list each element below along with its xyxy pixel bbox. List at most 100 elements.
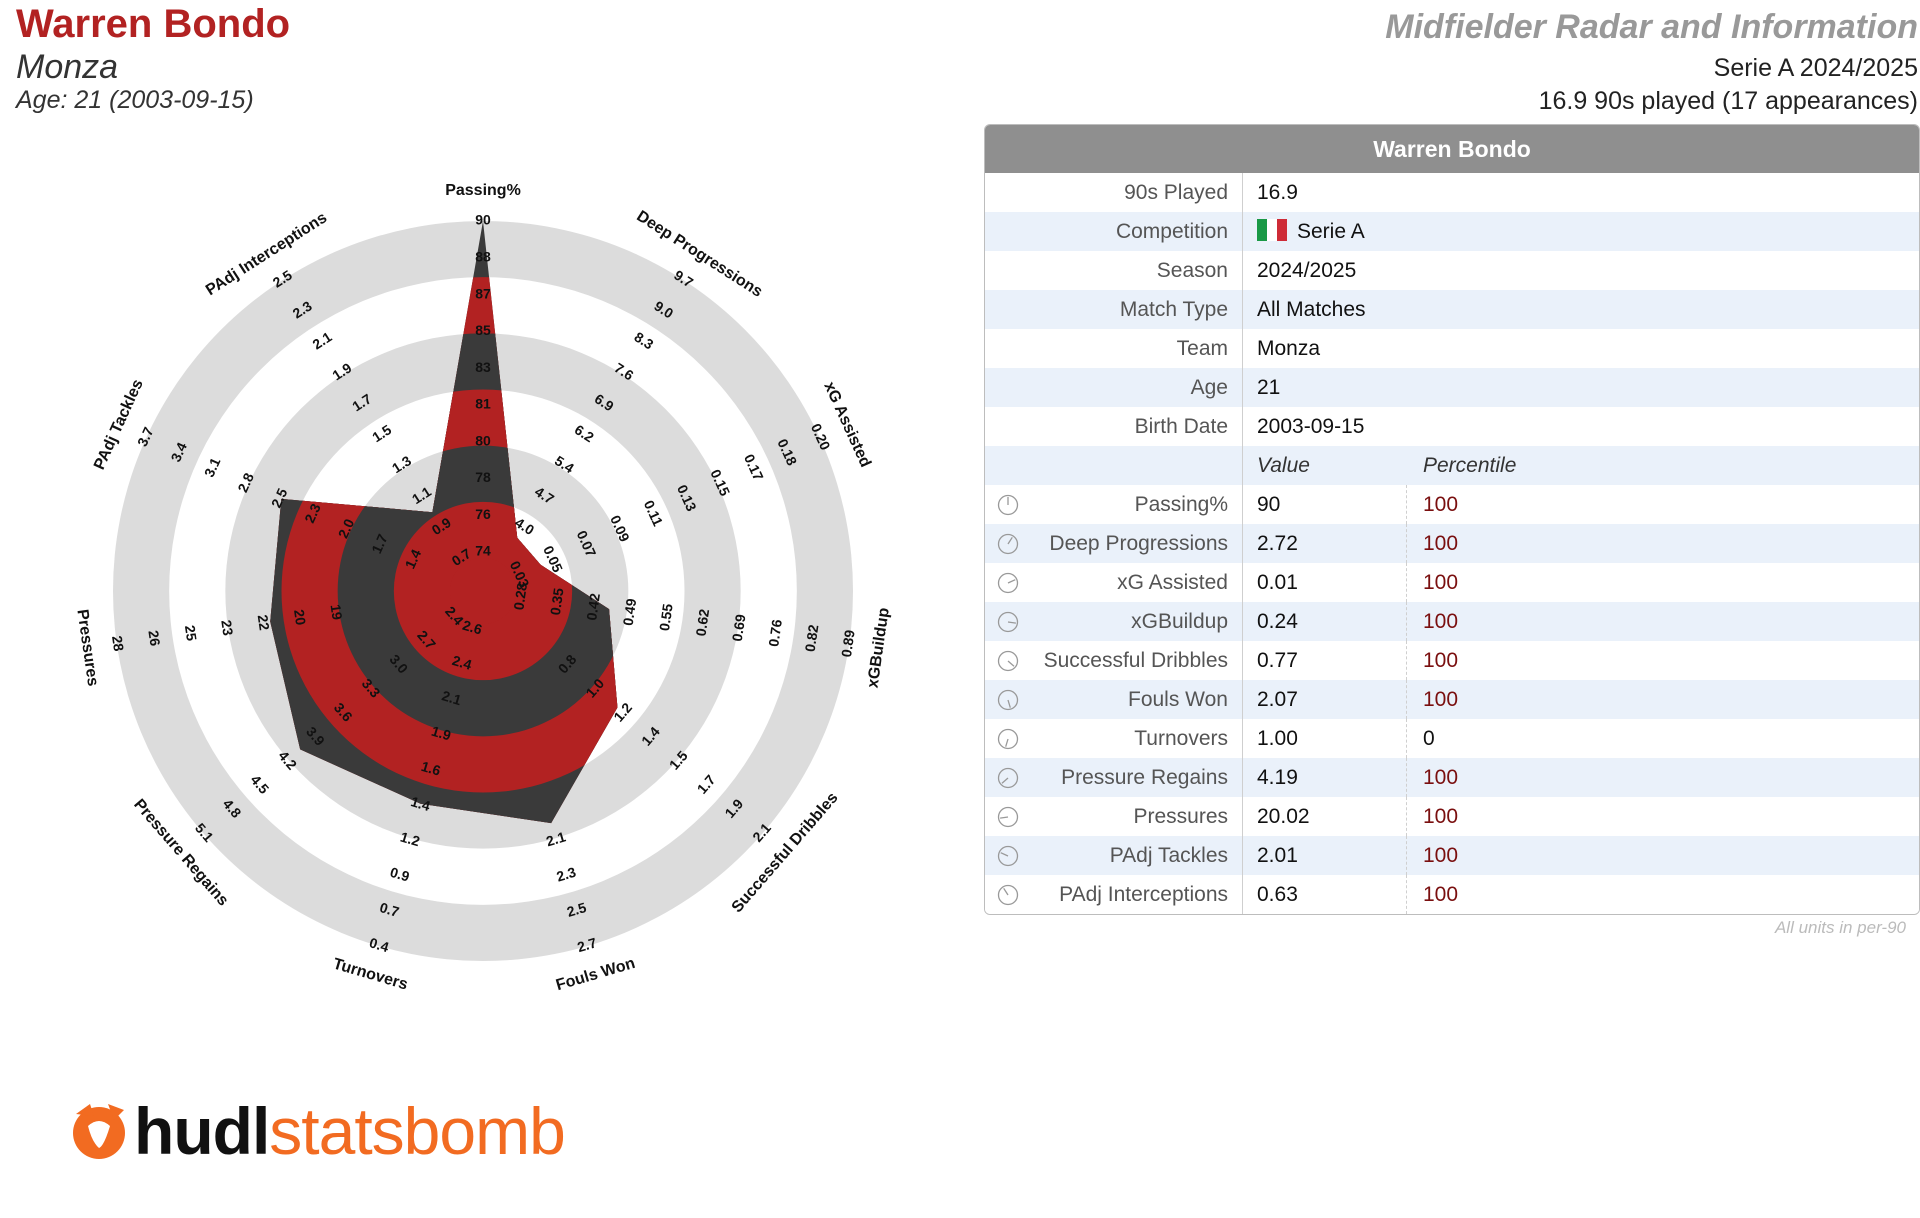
clock-position-icon bbox=[985, 485, 1031, 524]
clock-position-icon bbox=[985, 602, 1031, 641]
radar-tick-label: 0.55 bbox=[656, 602, 676, 631]
radar-tick-label: 0.69 bbox=[729, 613, 749, 642]
season-line: Serie A 2024/2025 bbox=[1713, 54, 1918, 82]
radar-tick-label: 2.3 bbox=[555, 864, 578, 885]
radar-tick-label: 1.2 bbox=[399, 828, 422, 849]
metric-row: PAdj Tackles 2.01 100 bbox=[985, 836, 1919, 875]
radar-tick-label: 1.6 bbox=[419, 758, 442, 779]
metric-value: 1.00 bbox=[1243, 719, 1407, 758]
metric-value: 0.77 bbox=[1243, 641, 1407, 680]
info-label: Season bbox=[985, 251, 1243, 290]
radar-chart: 747678808183858788904.04.75.46.26.97.68.… bbox=[73, 182, 892, 994]
info-row: 90s Played 16.9 bbox=[985, 173, 1919, 212]
metric-row: Pressure Regains 4.19 100 bbox=[985, 758, 1919, 797]
metric-label: Pressure Regains bbox=[1031, 758, 1243, 797]
radar-tick-label: 25 bbox=[182, 624, 200, 642]
radar-axis-label: Pressures bbox=[73, 608, 101, 687]
info-table: Warren Bondo 90s Played 16.9 Competition Se… bbox=[984, 124, 1920, 915]
radar-center bbox=[450, 558, 516, 624]
radar-tick-label: 0.35 bbox=[547, 587, 567, 616]
info-label: Birth Date bbox=[985, 407, 1243, 446]
radar-tick-label: 85 bbox=[475, 322, 491, 338]
clock-position-icon bbox=[985, 719, 1031, 758]
radar-axis-label: Fouls Won bbox=[554, 955, 637, 994]
info-label: 90s Played bbox=[985, 173, 1243, 212]
radar-axis-label: xG Assisted bbox=[820, 379, 874, 470]
info-row: Season 2024/2025 bbox=[985, 251, 1919, 290]
radar-tick-label: 81 bbox=[475, 396, 491, 412]
clock-position-icon bbox=[985, 758, 1031, 797]
player-name: Warren Bondo bbox=[16, 2, 291, 46]
metric-label: Pressures bbox=[1031, 797, 1243, 836]
radar-tick-label: 26 bbox=[145, 629, 163, 647]
radar-tick-label: 20 bbox=[291, 608, 309, 626]
metric-percentile: 100 bbox=[1423, 492, 1459, 516]
metric-label: PAdj Interceptions bbox=[1031, 875, 1243, 914]
clock-position-icon bbox=[985, 563, 1031, 602]
radar-tick-label: 88 bbox=[475, 248, 491, 264]
metric-value: 20.02 bbox=[1243, 797, 1407, 836]
metric-value: 2.72 bbox=[1243, 524, 1407, 563]
info-label: Match Type bbox=[985, 290, 1243, 329]
metric-label: PAdj Tackles bbox=[1031, 836, 1243, 875]
radar-tick-label: 83 bbox=[475, 359, 491, 375]
radar-tick-label: 3.1 bbox=[201, 455, 224, 480]
radar-tick-label: 74 bbox=[475, 543, 491, 559]
radar-tick-label: 1.9 bbox=[430, 723, 453, 744]
radar-tick-label: 2.1 bbox=[440, 687, 463, 708]
metric-row: PAdj Interceptions 0.63 100 bbox=[985, 875, 1919, 914]
table-header: Warren Bondo bbox=[985, 125, 1919, 173]
metric-percentile: 100 bbox=[1423, 531, 1459, 555]
radar-axis-label: xGBuildup bbox=[864, 606, 892, 689]
column-header-value: Value bbox=[1257, 454, 1310, 477]
radar-tick-label: 0.4 bbox=[368, 934, 391, 955]
radar-tick-label: 23 bbox=[218, 619, 236, 637]
radar-tick-label: 2.8 bbox=[234, 470, 257, 495]
info-value: Monza bbox=[1257, 336, 1321, 360]
played-line: 16.9 90s played (17 appearances) bbox=[1538, 87, 1918, 115]
info-row: Birth Date 2003-09-15 bbox=[985, 407, 1919, 446]
metric-row: Passing% 90 100 bbox=[985, 485, 1919, 524]
metric-value: 0.24 bbox=[1243, 602, 1407, 641]
metric-label: Turnovers bbox=[1031, 719, 1243, 758]
info-value: 21 bbox=[1257, 375, 1281, 399]
radar-tick-label: 2.7 bbox=[575, 934, 598, 955]
radar-tick-label: 2.3 bbox=[301, 501, 324, 526]
metric-percentile: 100 bbox=[1423, 570, 1459, 594]
radar-tick-label: 2.1 bbox=[544, 828, 567, 849]
logo-text-statsbomb: statsbomb bbox=[269, 1094, 565, 1168]
radar-tick-label: 2.5 bbox=[565, 899, 588, 920]
metric-percentile: 100 bbox=[1423, 648, 1459, 672]
metric-label: Fouls Won bbox=[1031, 680, 1243, 719]
radar-tick-label: 28 bbox=[109, 635, 127, 653]
metric-header-row: Value Percentile bbox=[985, 446, 1919, 485]
metric-percentile: 0 bbox=[1423, 726, 1435, 750]
clock-position-icon bbox=[985, 875, 1031, 914]
radar-axis-label: Turnovers bbox=[331, 955, 410, 993]
radar-tick-label: 1.4 bbox=[409, 793, 432, 814]
metric-label: Deep Progressions bbox=[1031, 524, 1243, 563]
radar-tick-label: 87 bbox=[475, 285, 491, 301]
clock-position-icon bbox=[985, 680, 1031, 719]
info-value: All Matches bbox=[1257, 297, 1366, 321]
radar-tick-label: 2.6 bbox=[461, 617, 484, 638]
radar-tick-label: 0.62 bbox=[692, 608, 712, 637]
metric-value: 0.63 bbox=[1243, 875, 1407, 914]
radar-tick-label: 90 bbox=[475, 212, 491, 228]
info-row: Age 21 bbox=[985, 368, 1919, 407]
clock-position-icon bbox=[985, 641, 1031, 680]
metric-row: xG Assisted 0.01 100 bbox=[985, 563, 1919, 602]
radar-tick-label: 3.4 bbox=[167, 440, 190, 465]
info-row: Match Type All Matches bbox=[985, 290, 1919, 329]
radar-tick-label: 2.0 bbox=[335, 516, 358, 541]
column-header-percentile: Percentile bbox=[1423, 453, 1517, 477]
radar-tick-label: 1.4 bbox=[402, 547, 425, 572]
clock-position-icon bbox=[985, 797, 1031, 836]
clock-position-icon bbox=[985, 836, 1031, 875]
hudl-statsbomb-logo: hudlstatsbomb bbox=[64, 1094, 566, 1168]
info-value: 16.9 bbox=[1257, 180, 1298, 204]
radar-tick-label: 0.82 bbox=[802, 623, 822, 652]
radar-axis-label: Passing% bbox=[445, 182, 521, 199]
metric-label: Passing% bbox=[1031, 485, 1243, 524]
metric-row: Successful Dribbles 0.77 100 bbox=[985, 641, 1919, 680]
